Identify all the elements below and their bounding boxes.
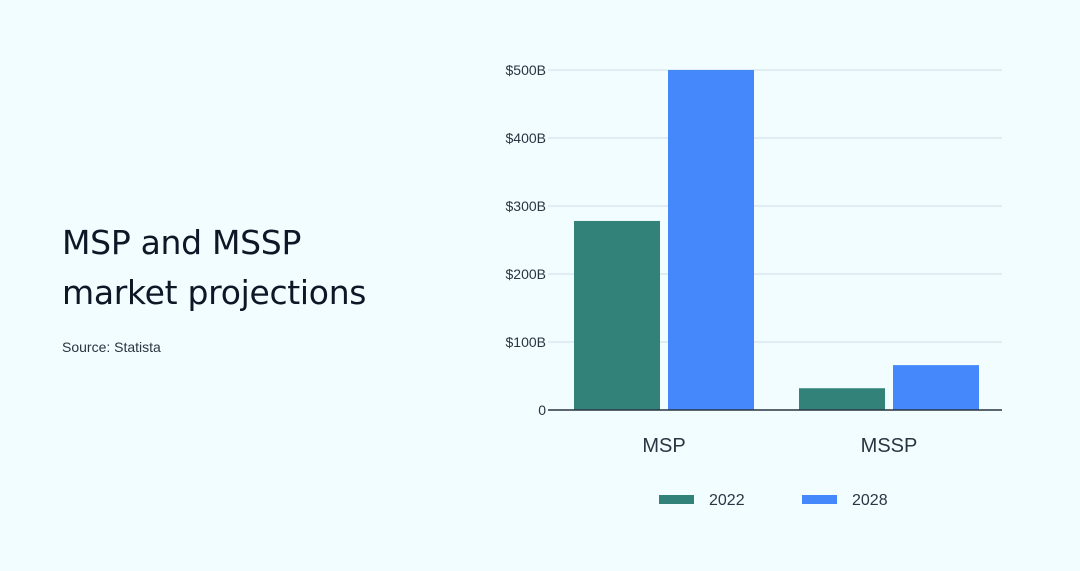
legend-item-2022: 2022 — [659, 492, 745, 509]
bars — [574, 70, 979, 410]
x-tick-label: MSSP — [861, 435, 918, 457]
y-tick-label: $100B — [506, 334, 546, 350]
legend: 2022 2028 — [659, 492, 888, 509]
bar-mssp-2028 — [893, 365, 979, 410]
chart-title-line-1: MSP and MSSP — [62, 223, 302, 262]
legend-label: 2028 — [852, 492, 888, 509]
y-axis-tick-labels: 0 $100B $200B $300B $400B $500B — [506, 62, 547, 418]
y-tick-label: $300B — [506, 198, 546, 214]
legend-item-2028: 2028 — [802, 492, 888, 509]
legend-swatch — [659, 495, 694, 504]
x-tick-label: MSP — [642, 435, 685, 457]
title-block: MSP and MSSP market projections — [62, 218, 442, 318]
legend-swatch — [802, 495, 837, 504]
legend-label: 2022 — [709, 492, 745, 509]
y-tick-label: $200B — [506, 266, 546, 282]
chart-title: MSP and MSSP market projections — [62, 218, 442, 318]
y-tick-label: 0 — [538, 402, 546, 418]
bar-msp-2028 — [668, 70, 754, 410]
bar-msp-2022 — [574, 220, 660, 410]
source-note: Source: Statista — [62, 339, 161, 355]
x-axis-tick-labels: MSP MSSP — [642, 435, 917, 457]
bar-mssp-2022 — [799, 388, 885, 410]
y-tick-label: $400B — [506, 130, 546, 146]
chart-title-line-2: market projections — [62, 273, 367, 312]
y-tick-label: $500B — [506, 62, 546, 78]
